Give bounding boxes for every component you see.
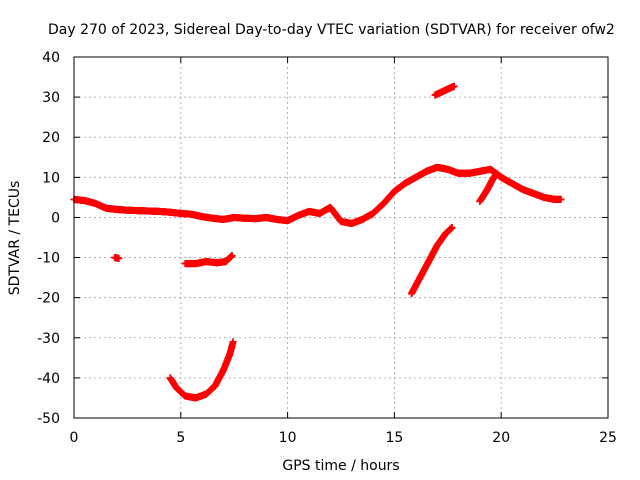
- data-point: [448, 224, 456, 231]
- series-short-arcs: [111, 82, 501, 402]
- x-axis-label: GPS time / hours: [282, 458, 399, 474]
- data-point: [493, 169, 501, 177]
- x-tick-label: 0: [70, 430, 79, 446]
- plot-frame: [73, 56, 609, 419]
- data-point: [228, 252, 236, 259]
- x-tick-label: 15: [385, 430, 403, 446]
- chart-title: Day 270 of 2023, Sidereal Day-to-day VTE…: [48, 22, 615, 38]
- series-main-track: [70, 163, 565, 227]
- y-tick-label: 10: [42, 170, 60, 186]
- grid-layer: [74, 57, 608, 418]
- y-tick-label: -40: [37, 371, 60, 387]
- y-axis-label: SDTVAR / TECUs: [7, 181, 23, 296]
- y-tick-label: -30: [37, 331, 60, 347]
- y-tick-label: -20: [37, 291, 60, 307]
- y-tick-label: 0: [51, 210, 60, 226]
- x-tick-label: 10: [279, 430, 297, 446]
- data-layer: [70, 82, 565, 402]
- data-point: [115, 254, 123, 262]
- y-tick-label: -10: [37, 251, 60, 267]
- y-tick-label: 40: [42, 50, 60, 66]
- data-point: [450, 82, 458, 90]
- y-tick-label: 20: [42, 130, 60, 146]
- x-tick-label: 5: [176, 430, 185, 446]
- data-point: [557, 195, 565, 203]
- x-tick-label: 25: [599, 430, 617, 446]
- data-point: [229, 338, 237, 346]
- x-tick-label: 20: [492, 430, 510, 446]
- tick-layer: 0 5 10 15 20 25 -50 -40 -30 -20 -10 0 10 20 30 40: [37, 50, 617, 446]
- y-tick-label: 30: [42, 90, 60, 106]
- y-tick-label: -50: [37, 411, 60, 427]
